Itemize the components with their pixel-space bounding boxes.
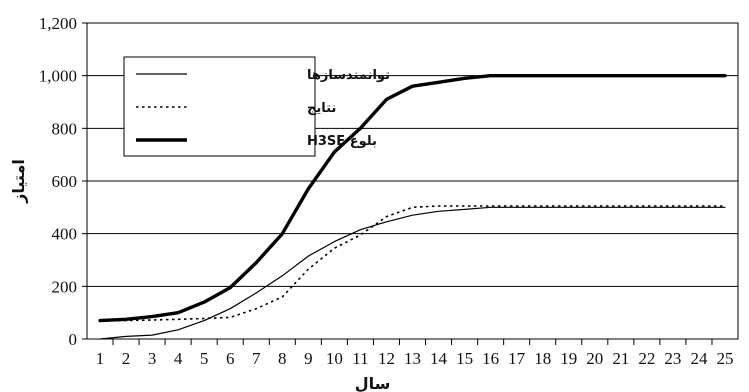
y-tick-label: 800 <box>52 119 78 138</box>
x-tick-label: 11 <box>352 349 368 368</box>
y-tick-label: 0 <box>69 330 78 349</box>
y-tick-label: 400 <box>52 225 78 244</box>
x-tick-label: 8 <box>278 349 287 368</box>
x-tick-label: 21 <box>612 349 629 368</box>
x-tick-label: 3 <box>148 349 157 368</box>
x-tick-label: 2 <box>122 349 131 368</box>
x-tick-label: 1 <box>96 349 105 368</box>
plot-frame <box>86 22 739 340</box>
x-tick-label: 23 <box>664 349 681 368</box>
x-tick-label: 19 <box>560 349 577 368</box>
y-tick-label: 200 <box>52 277 78 296</box>
x-tick-label: 12 <box>378 349 395 368</box>
x-tick-label: 7 <box>252 349 261 368</box>
series-line-3 <box>98 73 727 323</box>
series-lines <box>98 73 727 340</box>
x-tick-label: 25 <box>717 349 734 368</box>
legend-label: بلوغ H3SE <box>307 134 377 149</box>
y-tick-label: 1,000 <box>39 67 77 86</box>
x-tick-label: 10 <box>326 349 343 368</box>
x-tick-label: 5 <box>200 349 209 368</box>
x-tick-label: 18 <box>534 349 551 368</box>
y-axis-title: امتیاز <box>9 159 28 204</box>
x-tick-label: 14 <box>430 349 448 368</box>
series-line-1 <box>99 206 726 340</box>
x-axis-title: سال <box>355 374 391 392</box>
legend-label: توانمندسازها <box>307 68 390 83</box>
x-tick-label: 22 <box>638 349 655 368</box>
x-tick-label: 4 <box>174 349 183 368</box>
y-tick-label: 600 <box>52 172 78 191</box>
x-tick-label: 17 <box>508 349 526 368</box>
x-tick-label: 15 <box>456 349 473 368</box>
x-tick-label: 20 <box>586 349 603 368</box>
series-line-2 <box>100 205 725 322</box>
x-tick-label: 6 <box>226 349 235 368</box>
x-tick-label: 16 <box>482 349 499 368</box>
x-tick-label: 13 <box>404 349 421 368</box>
x-tick-label: 9 <box>304 349 313 368</box>
legend-label: نتایج <box>307 101 336 116</box>
x-tick-label: 24 <box>690 349 708 368</box>
legend: توانمندسازها نتایج بلوغ H3SE <box>123 56 390 157</box>
y-tick-label: 1,200 <box>39 14 77 33</box>
